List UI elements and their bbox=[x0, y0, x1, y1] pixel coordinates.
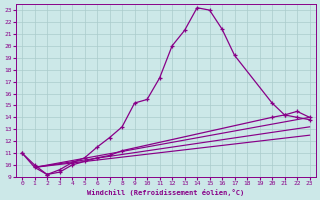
X-axis label: Windchill (Refroidissement éolien,°C): Windchill (Refroidissement éolien,°C) bbox=[87, 189, 244, 196]
